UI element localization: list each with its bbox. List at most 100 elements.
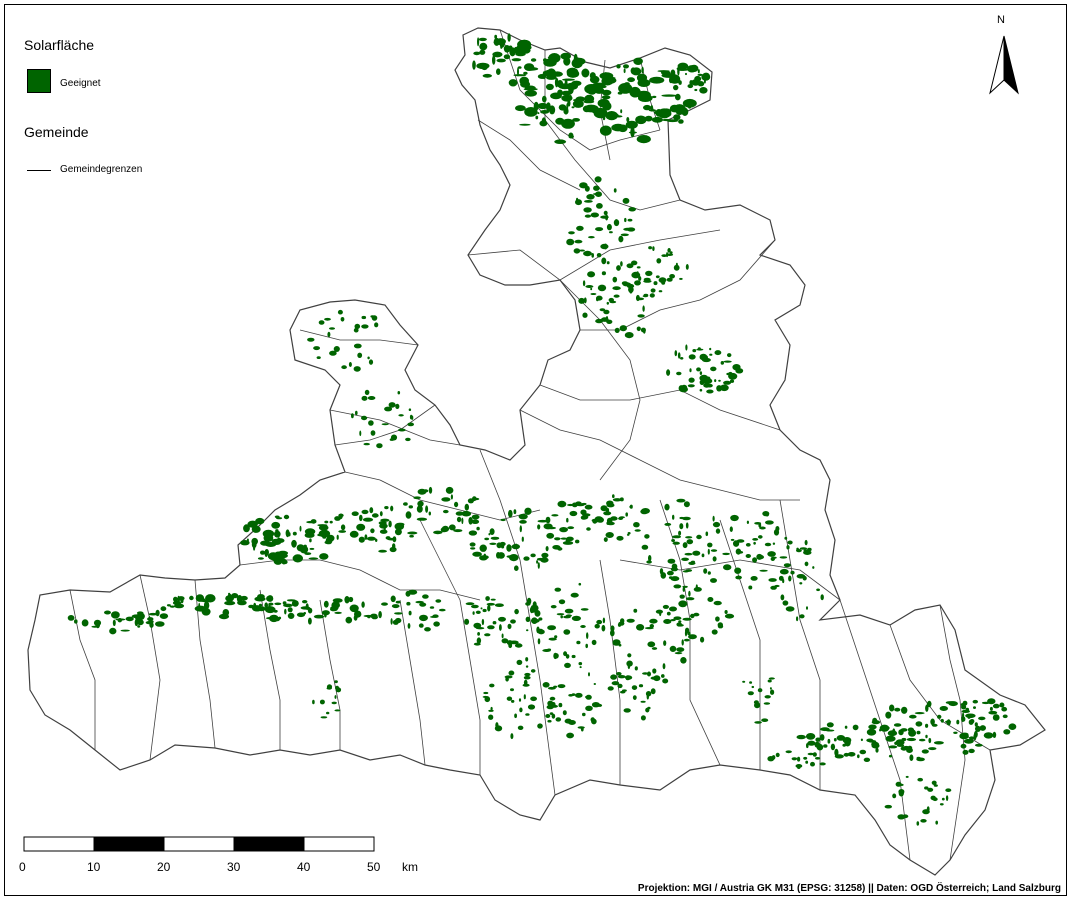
solar-patch-919 xyxy=(370,613,378,619)
solar-patch-1109 xyxy=(537,723,543,729)
solar-patch-1145 xyxy=(590,717,595,722)
solar-patch-364 xyxy=(729,379,735,383)
solar-patch-477 xyxy=(246,538,249,542)
solar-patch-1233 xyxy=(863,757,871,762)
solar-patch-437 xyxy=(389,438,395,441)
solar-patch-441 xyxy=(370,430,376,436)
solar-patch-1171 xyxy=(623,708,631,713)
solar-patch-1052 xyxy=(677,624,684,627)
solar-patch-1325 xyxy=(1003,729,1011,735)
solar-patch-1389 xyxy=(754,721,762,724)
solar-patch-383 xyxy=(652,246,655,252)
solar-patch-820 xyxy=(109,627,117,635)
solar-patch-349 xyxy=(701,357,711,363)
solar-patch-15 xyxy=(482,73,492,78)
solar-patch-941 xyxy=(429,615,439,618)
scale-tick-50: 50 xyxy=(367,860,381,874)
solar-patch-1360 xyxy=(939,803,944,806)
solar-patch-187 xyxy=(641,66,644,74)
solar-patch-1053 xyxy=(676,647,685,652)
solar-patch-549 xyxy=(362,517,374,522)
municipality-boundary-26 xyxy=(419,519,461,601)
solar-patch-12 xyxy=(503,54,511,60)
solar-patch-417 xyxy=(353,327,359,333)
solar-patch-738 xyxy=(784,536,788,540)
solar-patch-778 xyxy=(765,520,774,525)
solar-patch-304 xyxy=(636,271,639,274)
solar-patch-103 xyxy=(537,74,547,79)
solar-patch-602 xyxy=(472,551,482,557)
solar-patch-294 xyxy=(636,294,640,302)
solar-patch-792 xyxy=(782,600,789,606)
solar-patch-1291 xyxy=(931,723,938,727)
solar-patch-1241 xyxy=(805,733,816,740)
solar-patch-1249 xyxy=(827,738,831,744)
solar-patch-788 xyxy=(778,575,784,581)
solar-patch-1127 xyxy=(523,694,526,700)
solar-patch-804 xyxy=(799,582,803,585)
solar-patch-978 xyxy=(476,637,482,644)
solar-patch-185 xyxy=(597,98,610,108)
solar-patch-944 xyxy=(435,599,442,603)
solar-patch-929 xyxy=(406,601,411,606)
solar-patch-571 xyxy=(408,505,413,509)
solar-patch-412 xyxy=(313,346,320,351)
solar-patch-546 xyxy=(334,516,341,521)
solar-patch-1359 xyxy=(932,797,938,802)
solar-patch-1110 xyxy=(542,682,550,688)
solar-patch-1214 xyxy=(847,752,856,757)
solar-patch-481 xyxy=(264,543,274,546)
solar-patch-1196 xyxy=(319,699,325,705)
solar-patch-570 xyxy=(454,501,459,508)
solar-patch-905 xyxy=(324,612,327,618)
solar-patch-353 xyxy=(731,375,736,379)
solar-patch-140 xyxy=(590,79,597,82)
solar-patch-1382 xyxy=(749,681,753,684)
solar-patch-676 xyxy=(557,500,567,508)
solar-patch-1259 xyxy=(979,725,986,731)
solar-patch-543 xyxy=(340,524,346,531)
solar-patch-864 xyxy=(169,605,176,608)
solar-patch-694 xyxy=(679,523,684,530)
solar-patch-54 xyxy=(523,71,528,75)
solar-patch-625 xyxy=(479,544,487,552)
solar-patch-386 xyxy=(673,264,680,271)
solar-patch-241 xyxy=(620,233,629,237)
solar-patch-260 xyxy=(595,227,604,232)
solar-patch-164 xyxy=(618,83,633,94)
municipality-boundary-17 xyxy=(519,559,556,796)
solar-patch-107 xyxy=(560,90,573,96)
solar-patch-1303 xyxy=(921,749,929,754)
solar-patch-521 xyxy=(356,523,366,531)
solar-patch-741 xyxy=(752,538,759,541)
solar-patch-663 xyxy=(641,508,650,514)
solar-patch-876 xyxy=(361,601,365,608)
solar-patch-116 xyxy=(565,82,579,90)
solar-patch-194 xyxy=(669,104,680,113)
solar-patch-1179 xyxy=(634,666,638,671)
solar-patch-662 xyxy=(566,536,574,542)
solar-patch-1371 xyxy=(767,756,775,762)
solar-patch-1126 xyxy=(514,713,517,719)
solar-patch-1062 xyxy=(618,643,622,647)
solar-patch-409 xyxy=(361,315,367,320)
solar-patch-1312 xyxy=(992,703,1000,709)
solar-patch-396 xyxy=(316,356,321,359)
solar-patch-614 xyxy=(554,537,561,541)
solar-patch-920 xyxy=(407,623,411,629)
solar-patch-1336 xyxy=(961,716,965,723)
solar-patch-1176 xyxy=(611,681,620,686)
solar-patch-111 xyxy=(554,139,567,144)
solar-patch-1187 xyxy=(631,685,638,690)
solar-patch-404 xyxy=(348,362,352,367)
solar-patch-321 xyxy=(685,344,688,351)
solar-patch-157 xyxy=(636,73,648,83)
solar-patch-959 xyxy=(486,602,495,606)
solar-patch-1218 xyxy=(859,749,867,755)
solar-patch-170 xyxy=(661,118,671,122)
solar-patch-713 xyxy=(682,570,690,573)
solar-patch-252 xyxy=(600,243,609,250)
solar-patch-734 xyxy=(712,521,721,528)
municipality-boundary-18 xyxy=(599,559,621,785)
solar-patch-789 xyxy=(796,616,799,622)
